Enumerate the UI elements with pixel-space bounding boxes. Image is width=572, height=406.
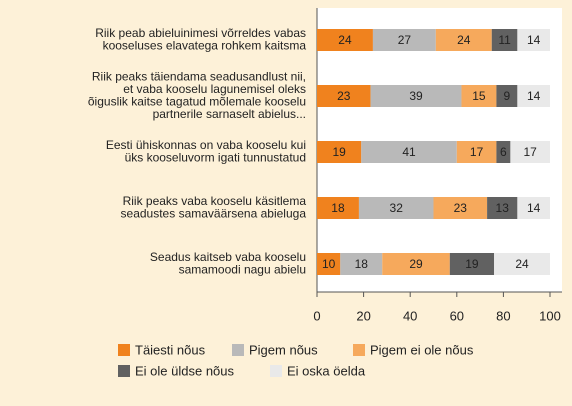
bar-segment xyxy=(487,197,518,219)
bar-segment xyxy=(317,197,359,219)
category-label: partnerile sarnaselt abielus... xyxy=(153,107,306,121)
legend-label: Ei ole üldse nõus xyxy=(135,363,235,378)
value-label: 29 xyxy=(409,257,423,271)
bar-segment xyxy=(435,29,492,51)
legend-swatch xyxy=(232,344,244,356)
category-label: samamoodi nagu abielu xyxy=(179,262,306,276)
value-label: 24 xyxy=(515,257,529,271)
category-label: seadustes samaväärsena abieluga xyxy=(121,206,307,220)
value-label: 19 xyxy=(332,145,346,159)
bar-segment xyxy=(317,141,362,163)
bar-segment xyxy=(317,29,373,51)
category-label: kooseluses elavatega rohkem kaitsma xyxy=(103,38,307,52)
value-label: 32 xyxy=(390,201,404,215)
bar-segment xyxy=(456,141,497,163)
value-label: 11 xyxy=(498,33,511,47)
value-label: 41 xyxy=(402,145,416,159)
category-label: Seadus kaitseb vaba kooselu xyxy=(150,250,306,264)
category-label: Riik peaks vaba kooselu käsitlema xyxy=(123,194,307,208)
bar-segment xyxy=(494,253,550,275)
bar-segment xyxy=(491,29,518,51)
x-tick-label: 100 xyxy=(539,308,561,323)
value-label: 18 xyxy=(355,257,369,271)
bar-segment xyxy=(517,29,550,51)
value-label: 39 xyxy=(409,89,423,103)
bar-segment xyxy=(370,85,462,107)
x-tick-label: 40 xyxy=(403,308,417,323)
bar-segment xyxy=(317,85,371,107)
value-label: 14 xyxy=(527,201,541,215)
legend-label: Pigem nõus xyxy=(249,342,318,357)
legend-swatch xyxy=(118,344,130,356)
value-label: 13 xyxy=(496,201,510,215)
bar-segment xyxy=(449,253,495,275)
bar-segment xyxy=(361,141,457,163)
value-label: 23 xyxy=(454,201,468,215)
value-label: 6 xyxy=(500,145,507,159)
bar-segment xyxy=(461,85,497,107)
bar-segment xyxy=(433,197,488,219)
category-label: et vaba kooselu lagunemisel oleks xyxy=(123,82,306,96)
value-label: 23 xyxy=(337,89,351,103)
bar-segment xyxy=(317,253,341,275)
category-label: õiguslik kaitse tagatud mõlemale kooselu xyxy=(88,94,306,108)
x-tick-label: 0 xyxy=(313,308,320,323)
value-label: 14 xyxy=(527,33,541,47)
bar-segment xyxy=(358,197,434,219)
legend-swatch xyxy=(270,365,282,377)
category-label: Eesti ühiskonnas on vaba kooselu kui xyxy=(106,138,306,152)
bar-segment xyxy=(496,85,518,107)
bar-segment xyxy=(382,253,450,275)
value-label: 19 xyxy=(465,257,479,271)
bar-segment xyxy=(517,85,550,107)
bar-segment xyxy=(517,197,550,219)
legend-swatch xyxy=(353,344,365,356)
bar-segment xyxy=(496,141,511,163)
bar-segment xyxy=(340,253,383,275)
category-label: üks kooseluvorm igati tunnustatud xyxy=(125,150,306,164)
value-label: 24 xyxy=(338,33,352,47)
bar-segment xyxy=(372,29,436,51)
value-label: 9 xyxy=(504,89,511,103)
value-label: 10 xyxy=(322,257,336,271)
legend-swatch xyxy=(118,365,130,377)
x-tick-label: 60 xyxy=(450,308,464,323)
value-label: 27 xyxy=(398,33,412,47)
value-label: 24 xyxy=(457,33,471,47)
bar-segment xyxy=(510,141,550,163)
x-tick-label: 80 xyxy=(496,308,510,323)
category-label: Riik peab abieluinimesi võrreldes vabas xyxy=(95,26,306,40)
category-label: Riik peaks täiendama seadusandlust nii, xyxy=(92,69,306,83)
legend-label: Pigem ei ole nõus xyxy=(370,342,474,357)
value-label: 17 xyxy=(524,145,538,159)
legend-label: Täiesti nõus xyxy=(135,342,206,357)
value-label: 15 xyxy=(472,89,486,103)
value-label: 18 xyxy=(331,201,345,215)
value-label: 17 xyxy=(470,145,484,159)
legend-label: Ei oska öelda xyxy=(287,363,366,378)
value-label: 14 xyxy=(527,89,541,103)
x-tick-label: 20 xyxy=(356,308,370,323)
